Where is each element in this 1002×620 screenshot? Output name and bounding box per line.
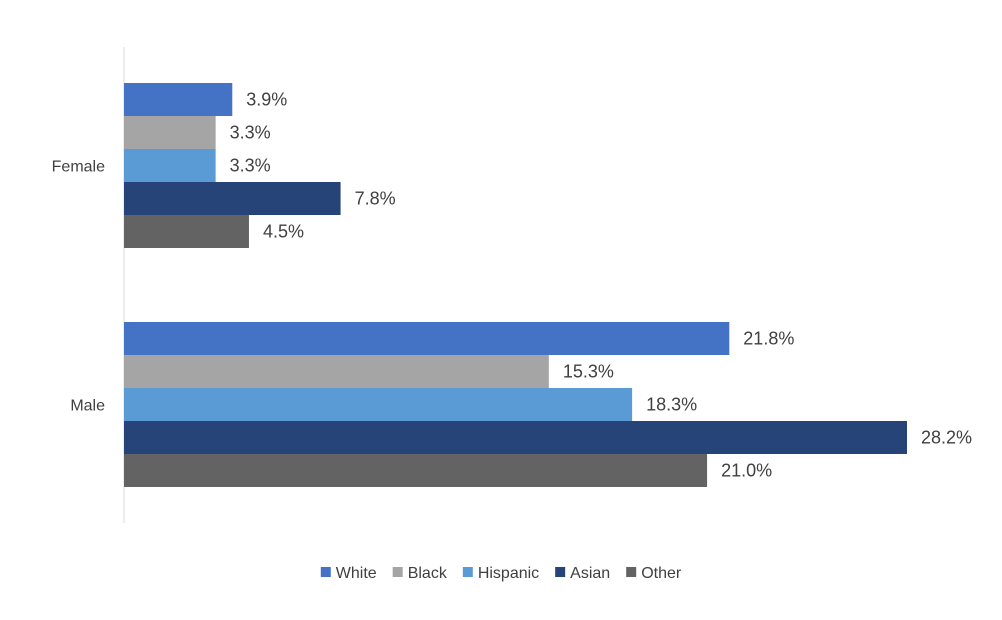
- bar-male-hispanic: [124, 388, 633, 421]
- legend-label-black: Black: [408, 565, 448, 582]
- bars-layer: [124, 83, 907, 487]
- legend-swatch-black: [392, 567, 403, 577]
- legend-swatch-asian: [555, 567, 566, 577]
- legend-swatch-hispanic: [462, 567, 473, 577]
- legend-label-other: Other: [641, 565, 682, 582]
- category-labels-layer: Female Male: [52, 159, 105, 415]
- bar-female-black: [124, 116, 216, 149]
- category-label-male: Male: [70, 398, 105, 415]
- data-label-male-other: 21.0%: [721, 461, 772, 481]
- data-label-male-white: 21.8%: [743, 329, 794, 349]
- legend-swatch-other: [626, 567, 637, 577]
- bar-female-white: [124, 83, 233, 116]
- legend: White Black Hispanic Asian Other: [320, 565, 682, 582]
- data-label-female-other: 4.5%: [263, 222, 304, 242]
- bar-female-other: [124, 215, 249, 248]
- bar-male-black: [124, 355, 549, 388]
- bar-female-asian: [124, 182, 341, 215]
- category-label-female: Female: [52, 159, 105, 176]
- data-label-male-hispanic: 18.3%: [646, 395, 697, 415]
- data-label-male-asian: 28.2%: [921, 428, 972, 448]
- legend-label-hispanic: Hispanic: [478, 565, 539, 582]
- data-label-female-white: 3.9%: [246, 90, 287, 110]
- data-label-female-black: 3.3%: [230, 123, 271, 143]
- bar-male-other: [124, 454, 708, 487]
- bar-male-white: [124, 322, 730, 355]
- data-label-male-black: 15.3%: [563, 362, 614, 382]
- bar-male-asian: [124, 421, 907, 454]
- legend-label-white: White: [336, 565, 377, 582]
- data-label-female-hispanic: 3.3%: [230, 156, 271, 176]
- legend-label-asian: Asian: [570, 565, 610, 582]
- bar-female-hispanic: [124, 149, 216, 182]
- data-label-female-asian: 7.8%: [355, 189, 396, 209]
- data-labels-layer: 3.9% 3.3% 3.3% 7.8% 4.5% 21.8% 15.3% 18.3% 28.2%…: [230, 90, 972, 481]
- legend-swatch-white: [320, 567, 331, 577]
